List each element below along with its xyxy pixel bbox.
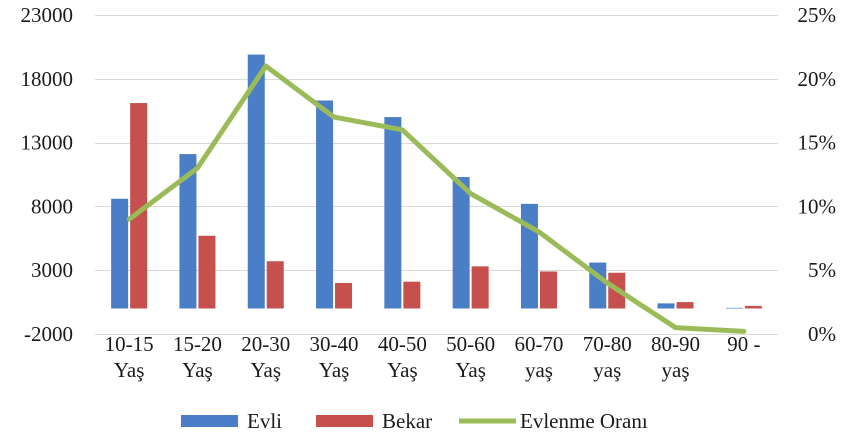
- category-label: Yaş: [182, 358, 213, 382]
- category-label: Yaş: [455, 358, 486, 382]
- bar-bekar: [744, 305, 762, 309]
- bar-bekar: [130, 103, 148, 309]
- legend: Evli Bekar Evlenme Oranı: [181, 409, 648, 433]
- bar-evli: [725, 307, 743, 309]
- category-label: yaş: [593, 358, 621, 382]
- category-label: 70-80: [583, 332, 632, 356]
- line-series: [126, 63, 747, 334]
- right-tick-label: 25%: [798, 3, 837, 27]
- left-axis: -2000 3000 8000 13000 18000 23000: [21, 3, 74, 346]
- bar-evli: [111, 198, 129, 309]
- category-label: Yaş: [250, 358, 281, 382]
- left-tick-label: 18000: [21, 67, 74, 91]
- bar-evli: [452, 177, 470, 309]
- category-label: 50-60: [446, 332, 495, 356]
- category-label: 10-15: [105, 332, 154, 356]
- bar-bekar: [266, 261, 284, 309]
- category-label: Yaş: [319, 358, 350, 382]
- bar-evli: [179, 154, 197, 309]
- category-label: Yaş: [387, 358, 418, 382]
- legend-item: Bekar: [316, 409, 432, 433]
- bar-bekar: [539, 271, 557, 309]
- bar-evli: [316, 100, 334, 309]
- left-tick-label: 3000: [31, 258, 73, 282]
- series-bekar: [130, 103, 762, 309]
- bar-evli: [247, 54, 265, 309]
- gridlines: [95, 15, 778, 335]
- bars: [111, 54, 762, 309]
- right-axis: 0% 5% 10% 15% 20% 25%: [798, 3, 837, 346]
- left-tick-label: 8000: [31, 194, 73, 218]
- left-tick-label: -2000: [24, 322, 73, 346]
- category-axis: 10-15Yaş15-20Yaş20-30Yaş30-40Yaş40-50Yaş…: [105, 332, 761, 382]
- category-label: yaş: [525, 358, 553, 382]
- legend-swatch: [316, 415, 373, 427]
- category-label: 60-70: [514, 332, 563, 356]
- legend-label: Evli: [247, 409, 282, 433]
- line-evlenme-oranı: [126, 63, 747, 334]
- right-tick-label: 5%: [808, 258, 836, 282]
- right-tick-label: 10%: [798, 194, 837, 218]
- bar-bekar: [335, 282, 353, 309]
- legend-swatch: [181, 415, 238, 427]
- series-evli: [111, 54, 743, 309]
- bar-bekar: [403, 281, 421, 309]
- category-label: 90 -: [727, 332, 760, 356]
- bar-bekar: [198, 235, 216, 309]
- legend-item: Evlenme Oranı: [459, 409, 648, 433]
- bar-evli: [520, 203, 538, 309]
- bar-bekar: [471, 266, 489, 309]
- category-label: 30-40: [310, 332, 359, 356]
- bar-bekar: [676, 302, 694, 309]
- category-label: 20-30: [241, 332, 290, 356]
- legend-item: Evli: [181, 409, 282, 433]
- right-tick-label: 15%: [798, 131, 837, 155]
- category-label: 80-90: [651, 332, 700, 356]
- bar-evli: [384, 117, 402, 309]
- left-tick-label: 23000: [21, 3, 74, 27]
- category-label: 40-50: [378, 332, 427, 356]
- bar-evli: [657, 303, 675, 309]
- category-label: yaş: [662, 358, 690, 382]
- category-label: Yaş: [114, 358, 145, 382]
- legend-label: Bekar: [382, 409, 432, 433]
- right-tick-label: 20%: [798, 67, 837, 91]
- legend-label: Evlenme Oranı: [520, 409, 648, 433]
- right-tick-label: 0%: [808, 322, 836, 346]
- category-label: 15-20: [173, 332, 222, 356]
- left-tick-label: 13000: [21, 131, 74, 155]
